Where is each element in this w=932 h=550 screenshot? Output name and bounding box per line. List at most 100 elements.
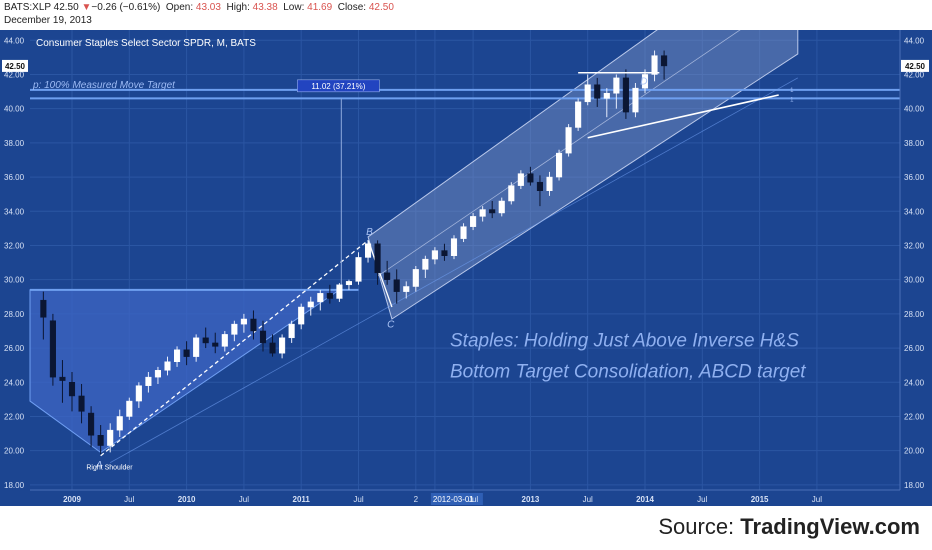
candle-down bbox=[326, 293, 333, 299]
right-shoulder-label: Right Shoulder bbox=[86, 464, 133, 471]
candle-down bbox=[250, 318, 257, 332]
y-tick-label-right: 36.00 bbox=[904, 173, 925, 182]
price-chart[interactable]: 44.00 44.00 42.00 42.00 40.00 40.00 38.00 38.00… bbox=[0, 30, 932, 506]
x-tick-label: Jul bbox=[583, 495, 593, 504]
x-tick-label: 2 bbox=[414, 495, 419, 504]
y-tick-label-left: 24.00 bbox=[4, 378, 25, 387]
symbol: BATS:XLP bbox=[4, 2, 51, 13]
candle-down bbox=[49, 320, 56, 378]
candle-up bbox=[431, 250, 438, 260]
close-value: 42.50 bbox=[368, 2, 394, 13]
candle-up bbox=[508, 185, 515, 202]
candle-down bbox=[202, 337, 209, 344]
candle-up bbox=[145, 376, 152, 386]
candle-down bbox=[78, 395, 85, 412]
candle-up bbox=[498, 200, 505, 214]
candle-up bbox=[240, 318, 247, 325]
candle-up bbox=[641, 74, 649, 89]
y-tick-label-left: 36.00 bbox=[4, 173, 25, 182]
price-tag-right: 42.50 bbox=[905, 62, 926, 71]
trend-channel bbox=[367, 30, 799, 320]
y-tick-label-left: 28.00 bbox=[4, 310, 25, 319]
last-price: 42.50 bbox=[53, 2, 79, 13]
low-label: Low: bbox=[283, 2, 305, 13]
candle-up bbox=[345, 281, 352, 286]
quote-header: BATS:XLP 42.50 ▼−0.26 (−0.61%) Open: 43.… bbox=[0, 0, 932, 30]
candle-up bbox=[565, 127, 572, 154]
channel-midline bbox=[377, 30, 741, 277]
x-tick-label: 2013 bbox=[522, 495, 540, 504]
y-tick-label-right: 20.00 bbox=[904, 447, 925, 456]
y-tick-label-right: 22.00 bbox=[904, 412, 925, 421]
candle-up bbox=[632, 87, 639, 113]
chart-labels: A B C D Right Shoulder Consumer Staples Selec… bbox=[2, 38, 929, 471]
y-tick-label-right: 26.00 bbox=[904, 344, 925, 353]
axes: 44.00 44.00 42.00 42.00 40.00 40.00 38.00 38.00… bbox=[4, 30, 925, 505]
lower-trendline bbox=[110, 77, 798, 463]
candle-down bbox=[259, 330, 267, 344]
x-tick-highlight bbox=[430, 493, 483, 505]
candle-up bbox=[412, 269, 419, 287]
candle-up bbox=[288, 323, 295, 339]
y-tick-label-right: 24.00 bbox=[904, 378, 925, 387]
y-tick-label-left: 42.00 bbox=[4, 70, 25, 79]
point-c-label: C bbox=[387, 320, 395, 331]
y-tick-label-right: 28.00 bbox=[904, 310, 925, 319]
candle-up bbox=[556, 152, 563, 178]
y-tick-label-right: 18.00 bbox=[904, 481, 925, 490]
price-tag-left-box bbox=[2, 59, 28, 72]
y-tick-label-left: 32.00 bbox=[4, 241, 25, 250]
y-tick-label-right: 32.00 bbox=[904, 241, 925, 250]
bc-leg bbox=[367, 240, 393, 308]
x-tick-label: Jul bbox=[353, 495, 363, 504]
candle-down bbox=[269, 342, 276, 354]
drawings-back bbox=[29, 30, 900, 463]
candle-up bbox=[422, 258, 429, 270]
open-value: 43.03 bbox=[195, 2, 221, 13]
candle-down bbox=[183, 349, 190, 357]
y-tick-label-left: 22.00 bbox=[4, 412, 25, 421]
y-tick-label-left: 38.00 bbox=[4, 139, 25, 148]
chart-title: Consumer Staples Select Sector SPDR, M, … bbox=[36, 38, 256, 49]
x-tick-label-highlight: 2012-03-01 bbox=[433, 495, 474, 504]
y-tick-label-left: 40.00 bbox=[4, 105, 25, 114]
point-b-label: B bbox=[366, 227, 373, 238]
fib-level-label: 1 bbox=[790, 97, 794, 103]
candlesticks bbox=[40, 50, 668, 455]
candle-up bbox=[336, 284, 343, 299]
x-tick-label: Jul bbox=[812, 495, 822, 504]
candle-up bbox=[317, 293, 324, 303]
candle-up bbox=[135, 385, 142, 402]
y-tick-label-right: 40.00 bbox=[904, 105, 925, 114]
support-trendline bbox=[587, 94, 779, 139]
y-tick-label-right: 44.00 bbox=[904, 36, 925, 45]
candle-up bbox=[517, 173, 524, 186]
measure-label-box bbox=[297, 79, 380, 93]
source-credit: Source: TradingView.com bbox=[658, 514, 920, 540]
open-label: Open: bbox=[165, 2, 194, 13]
annotation-line-1: Staples: Holding Just Above Inverse H&S bbox=[450, 330, 799, 351]
candle-down bbox=[40, 299, 47, 318]
candle-up bbox=[651, 55, 658, 75]
measured-move-label: p: 100% Measured Move Target bbox=[32, 80, 176, 91]
candle-up bbox=[546, 176, 553, 191]
candle-up bbox=[460, 226, 467, 239]
price-change: −0.26 (−0.61%) bbox=[91, 2, 161, 13]
x-tick-label: 2009 bbox=[63, 495, 81, 504]
y-tick-label-left: 44.00 bbox=[4, 36, 25, 45]
down-arrow-icon: ▼ bbox=[81, 2, 92, 13]
x-tick-label: Jul bbox=[124, 495, 134, 504]
candle-down bbox=[441, 250, 448, 256]
candle-up bbox=[450, 238, 458, 256]
candle-up bbox=[164, 361, 171, 371]
point-d-label: D bbox=[640, 77, 647, 88]
candle-down bbox=[68, 382, 76, 397]
y-tick-label-left: 20.00 bbox=[4, 447, 25, 456]
candle-up bbox=[470, 216, 477, 227]
candle-up bbox=[613, 77, 620, 94]
x-tick-label: Jul bbox=[468, 495, 478, 504]
y-tick-label-right: 38.00 bbox=[904, 139, 925, 148]
x-tick-label: 2014 bbox=[636, 495, 654, 504]
x-tick-label: 2010 bbox=[178, 495, 196, 504]
candle-down bbox=[527, 173, 534, 183]
